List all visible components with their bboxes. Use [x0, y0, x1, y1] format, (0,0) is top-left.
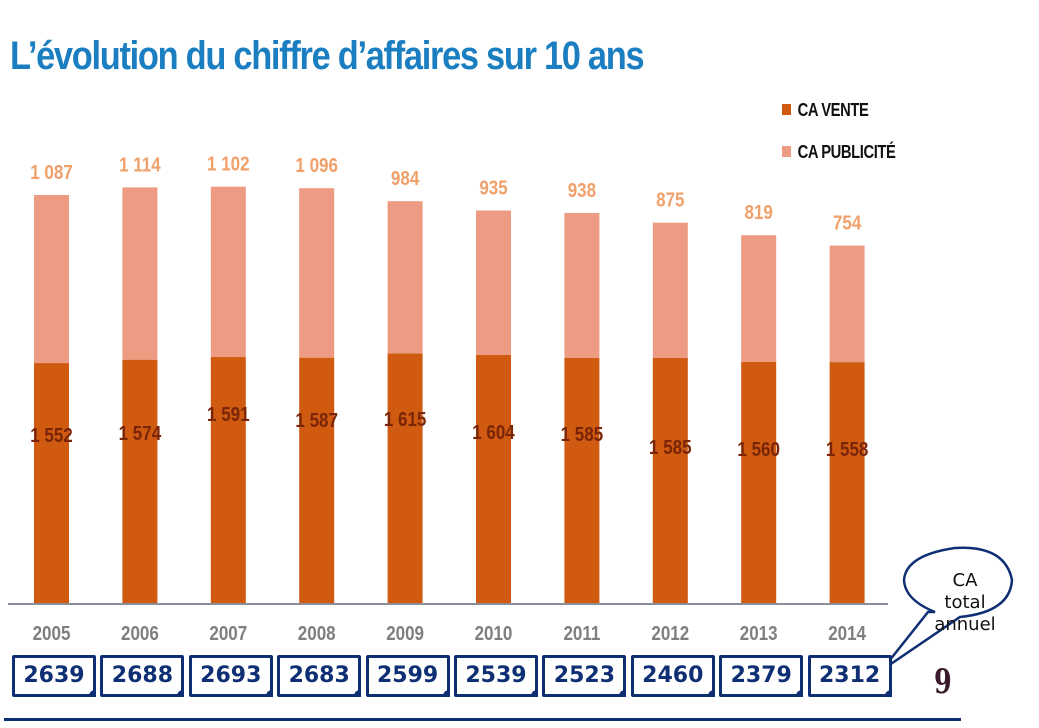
bar-vente-2009 [387, 353, 423, 603]
total-box-2008: 2683 [277, 655, 362, 697]
data-label-vente-2009: 1 615 [384, 408, 427, 431]
callout-line-1: CA [952, 570, 978, 591]
data-label-publicite-2010: 935 [479, 176, 507, 199]
total-box-2012: 2460 [630, 655, 715, 697]
total-box-2005: 2639 [12, 655, 96, 697]
callout-text: CA total annuel [920, 570, 1010, 636]
bar-vente-2012 [652, 357, 688, 603]
data-label-publicite-2006: 1 114 [119, 153, 161, 176]
bar-vente-2008 [299, 357, 335, 603]
data-label-vente-2014: 1 558 [826, 438, 869, 461]
x-tick-label-2005: 2005 [33, 622, 71, 645]
data-label-publicite-2007: 1 102 [207, 152, 250, 175]
bottom-rule [4, 718, 961, 721]
bar-publicite-2014 [829, 245, 865, 363]
x-tick-label-2013: 2013 [740, 622, 778, 645]
total-box-2014: 2312 [807, 655, 892, 697]
legend-swatch-publicite [782, 146, 792, 157]
data-label-publicite-2005: 1 087 [30, 161, 73, 184]
bar-publicite-2008 [299, 188, 335, 358]
data-label-publicite-2011: 938 [568, 179, 596, 202]
total-box-2010: 2539 [454, 655, 538, 697]
bar-vente-2013 [741, 361, 777, 603]
bar-vente-2005 [34, 363, 69, 603]
total-box-2007: 2693 [188, 655, 273, 697]
bar-vente-2011 [564, 357, 600, 603]
bar-publicite-2007 [210, 186, 246, 358]
legend-label-publicite: CA PUBLICITÉ [797, 142, 896, 162]
bar-publicite-2012 [652, 222, 688, 358]
bar-vente-2006 [122, 359, 158, 603]
data-label-vente-2011: 1 585 [561, 423, 604, 446]
bar-publicite-2011 [564, 212, 600, 358]
legend-label-vente: CA VENTE [797, 100, 869, 120]
x-tick-label-2014: 2014 [828, 622, 866, 645]
x-tick-label-2007: 2007 [209, 622, 247, 645]
data-label-vente-2008: 1 587 [295, 409, 338, 432]
total-box-2013: 2379 [719, 655, 804, 697]
data-label-vente-2006: 1 574 [119, 422, 162, 445]
x-tick-label-2010: 2010 [475, 622, 513, 645]
legend-swatch-vente [782, 104, 792, 115]
data-label-publicite-2012: 875 [656, 188, 684, 211]
bar-publicite-2013 [741, 235, 777, 362]
data-label-publicite-2008: 1 096 [295, 154, 338, 177]
page-number: 9 [933, 662, 952, 702]
slide-title: L’évolution du chiffre d’affaires sur 10… [10, 34, 645, 78]
data-label-publicite-2013: 819 [745, 201, 773, 224]
total-box-2006: 2688 [100, 655, 185, 697]
bar-vente-2010 [476, 355, 511, 603]
x-tick-label-2011: 2011 [563, 622, 600, 645]
x-tick-label-2008: 2008 [298, 622, 336, 645]
bar-publicite-2009 [387, 201, 423, 354]
data-label-publicite-2014: 754 [833, 211, 862, 234]
legend-item-vente: CA VENTE [782, 100, 869, 121]
callout-line-3: annuel [934, 614, 996, 635]
x-tick-label-2009: 2009 [386, 622, 424, 645]
data-label-vente-2012: 1 585 [649, 436, 692, 459]
bar-vente-2007 [210, 357, 246, 603]
callout-line-2: total [944, 592, 986, 613]
bar-publicite-2010 [476, 210, 511, 356]
total-box-2011: 2523 [542, 655, 627, 697]
x-tick-label-2012: 2012 [651, 622, 689, 645]
data-label-vente-2007: 1 591 [207, 403, 250, 426]
bar-vente-2014 [829, 362, 865, 603]
total-box-2009: 2599 [365, 655, 450, 697]
legend-item-publicite: CA PUBLICITÉ [782, 142, 896, 163]
data-label-vente-2010: 1 604 [472, 421, 515, 444]
bar-publicite-2005 [34, 195, 69, 364]
data-label-vente-2013: 1 560 [737, 438, 780, 461]
data-label-vente-2005: 1 552 [30, 424, 73, 447]
data-label-publicite-2009: 984 [391, 167, 420, 190]
x-tick-label-2006: 2006 [121, 622, 159, 645]
callout-bubble [881, 546, 1014, 672]
bar-publicite-2006 [122, 187, 158, 360]
